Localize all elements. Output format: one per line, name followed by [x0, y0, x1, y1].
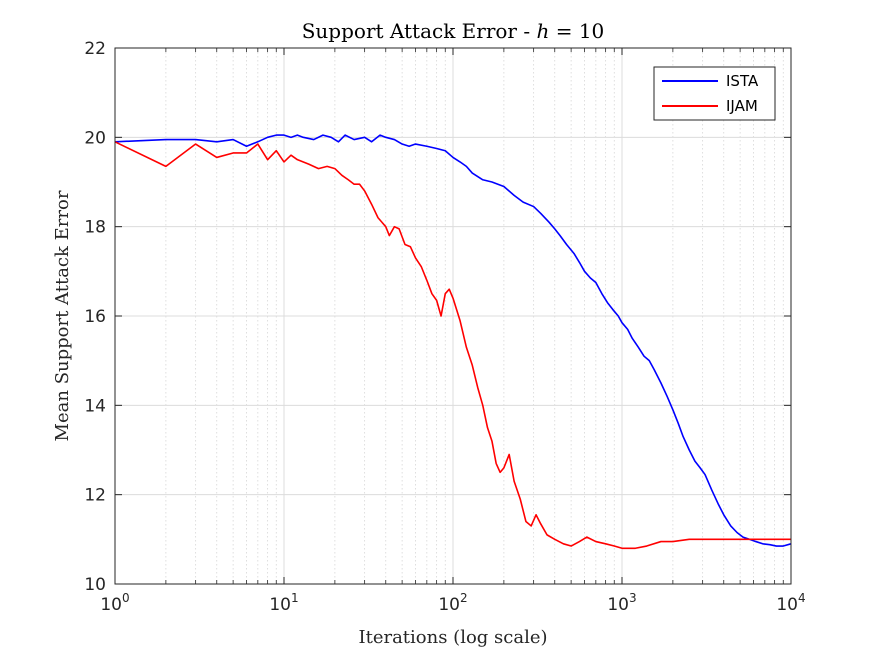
x-axis-label: Iterations (log scale) [358, 627, 547, 648]
x-tick-label: 101 [269, 591, 298, 615]
y-axis-label: Mean Support Attack Error [52, 190, 73, 441]
x-tick-label: 104 [776, 591, 805, 615]
chart-title: Support Attack Error - h = 10 [302, 19, 605, 43]
x-tick-labels: 100 101 102 103 104 [100, 591, 805, 615]
y-tick-label: 10 [84, 575, 106, 595]
y-tick-label: 20 [84, 128, 106, 148]
legend-box [653, 66, 776, 121]
y-tick-label: 18 [84, 218, 106, 238]
y-tick-label: 22 [84, 39, 106, 59]
x-tick-label: 100 [100, 591, 129, 615]
legend-label-ijam: IJAM [726, 97, 758, 115]
y-tick-label: 16 [84, 307, 106, 327]
tick-marks [114, 47, 792, 585]
legend-label-ista: ISTA [726, 72, 759, 90]
series-line-ijam [114, 141, 791, 550]
y-tick-label: 12 [84, 486, 106, 506]
series-line-ista [114, 134, 792, 547]
legend: ISTA IJAM [653, 66, 776, 121]
x-tick-label: 102 [438, 591, 467, 615]
y-tick-labels: 10 12 14 16 18 20 22 [84, 39, 106, 595]
series-layer [114, 134, 792, 550]
x-tick-label: 103 [607, 591, 636, 615]
plot-area [114, 47, 792, 585]
y-tick-label: 14 [84, 396, 106, 416]
